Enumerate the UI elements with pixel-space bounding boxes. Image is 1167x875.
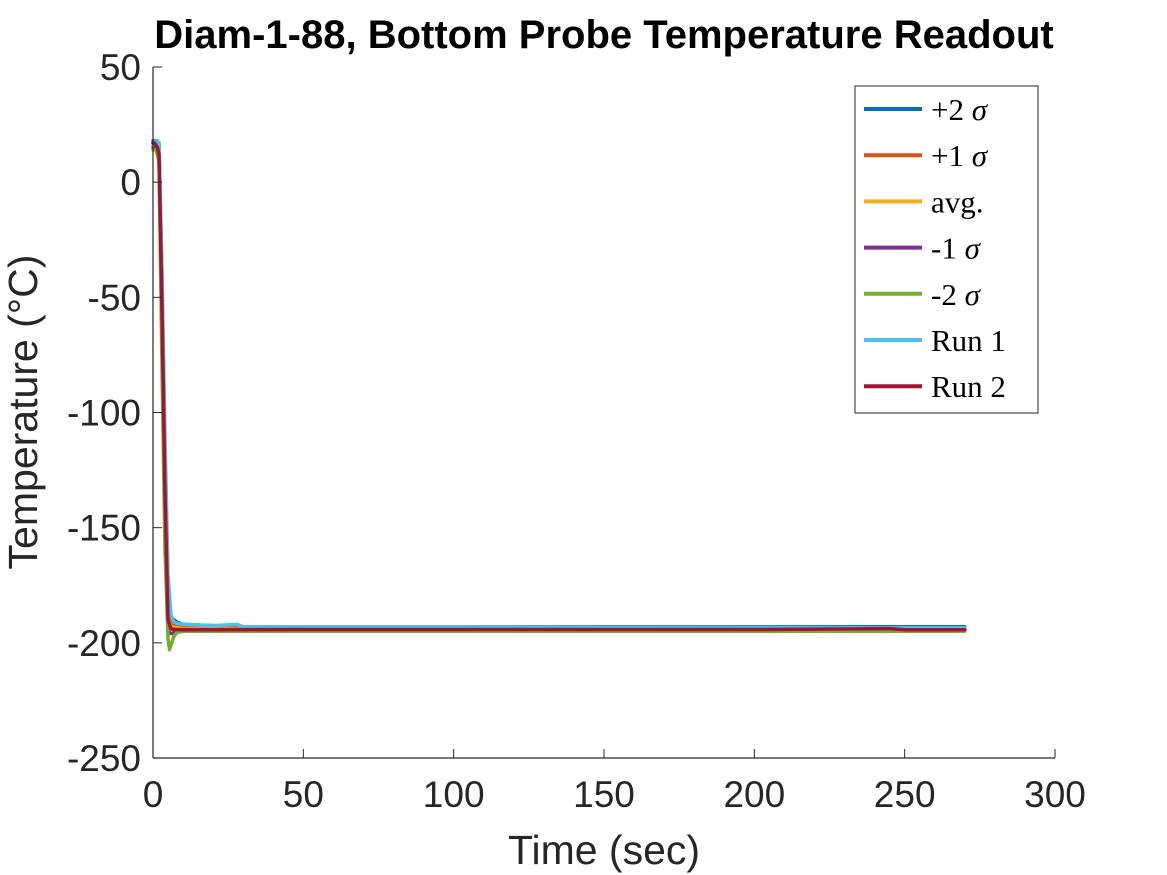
legend-entry: +2 σ <box>931 92 989 127</box>
y-tick-label: 0 <box>120 162 141 203</box>
plot-area <box>151 138 967 652</box>
legend-entry: Run 1 <box>931 323 1006 358</box>
legend-sigma-symbol: σ <box>957 231 982 266</box>
series-line-6 <box>151 138 967 630</box>
legend-entry-label: Run 1 <box>931 323 1006 358</box>
x-tick-label: 150 <box>573 774 635 815</box>
series-line-2 <box>151 141 967 630</box>
y-tick-label: -150 <box>67 508 141 549</box>
legend-entry: Run 2 <box>931 369 1006 404</box>
legend-entry: -2 σ <box>931 277 982 312</box>
x-tick-label: 300 <box>1024 774 1086 815</box>
x-axis-label: Time (sec) <box>508 827 700 873</box>
y-ticks: 50 0 -50 -100 -150 -200 -250 <box>67 47 162 779</box>
y-axis-label: Temperature (°C) <box>0 255 46 570</box>
legend-entry-label: +1 <box>931 138 964 173</box>
y-tick-label: 50 <box>100 47 141 88</box>
x-ticks: 0 50 100 150 200 250 300 <box>143 749 1086 815</box>
legend-sigma-symbol: σ <box>964 138 989 173</box>
legend-entry: avg. <box>931 184 984 219</box>
series-line-4 <box>151 145 967 636</box>
x-tick-label: 0 <box>143 774 164 815</box>
y-tick-label: -250 <box>67 738 141 779</box>
series-line-1 <box>151 138 967 629</box>
legend-sigma-symbol: σ <box>964 92 989 127</box>
x-tick-label: 250 <box>874 774 936 815</box>
y-tick-label: -100 <box>67 393 141 434</box>
legend-entry-label: avg. <box>931 184 984 219</box>
legend-entry: +1 σ <box>931 138 989 173</box>
y-tick-label: -50 <box>88 277 141 318</box>
chart-title: Diam-1-88, Bottom Probe Temperature Read… <box>154 13 1053 57</box>
legend-sigma-symbol: σ <box>957 277 982 312</box>
legend-entry: -1 σ <box>931 231 982 266</box>
legend-entry-label: -1 <box>931 231 957 266</box>
legend-entry-label: Run 2 <box>931 369 1006 404</box>
series-line-7 <box>151 141 967 632</box>
series-line-5 <box>151 148 967 652</box>
legend-entry-label: -2 <box>931 277 957 312</box>
x-tick-label: 200 <box>723 774 785 815</box>
y-tick-label: -200 <box>67 623 141 664</box>
x-tick-label: 100 <box>423 774 485 815</box>
series-line-3 <box>151 143 967 631</box>
legend-entry-label: +2 <box>931 92 964 127</box>
x-tick-label: 50 <box>283 774 324 815</box>
